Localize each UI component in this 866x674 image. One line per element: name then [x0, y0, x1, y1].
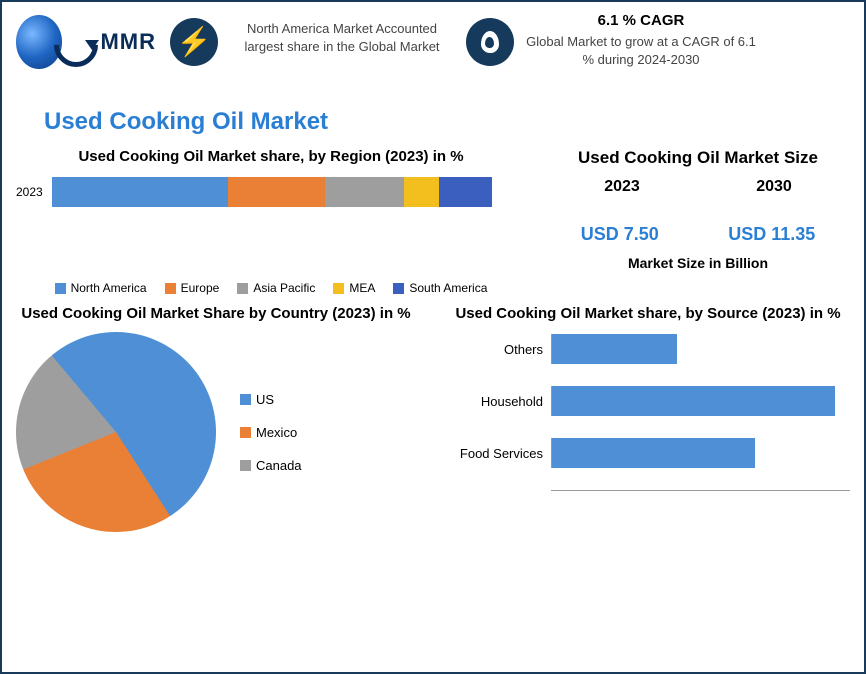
logo: MMR — [16, 12, 156, 72]
legend-item: Mexico — [240, 425, 302, 440]
arrow-icon — [85, 40, 99, 50]
hbar-track — [551, 334, 850, 364]
stacked-bar-wrap: 2023 — [16, 173, 526, 243]
hbar-label: Household — [446, 394, 551, 409]
hbar-row: Others — [446, 334, 850, 364]
hbar-label: Others — [446, 342, 551, 357]
fact-north-america: North America Market Accounted largest s… — [232, 20, 452, 55]
legend-label: US — [256, 392, 274, 407]
legend-swatch — [333, 283, 344, 294]
legend-item: US — [240, 392, 302, 407]
source-chart-panel: Used Cooking Oil Market share, by Source… — [446, 305, 850, 532]
hbar-track — [551, 386, 850, 416]
logo-text: MMR — [100, 29, 156, 55]
legend-swatch — [55, 283, 66, 294]
hbar-fill — [552, 386, 835, 416]
region-seg-europe — [228, 177, 325, 207]
source-chart-title: Used Cooking Oil Market share, by Source… — [446, 305, 850, 322]
legend-swatch — [240, 427, 251, 438]
size-val-a: USD 7.50 — [581, 224, 659, 245]
main-title: Used Cooking Oil Market — [44, 108, 850, 136]
legend-swatch — [237, 283, 248, 294]
legend-item: Asia Pacific — [237, 281, 315, 295]
legend-item: MEA — [333, 281, 375, 295]
hbar-fill — [552, 438, 755, 468]
country-pie-title: Used Cooking Oil Market Share by Country… — [16, 305, 416, 322]
size-panel: Used Cooking Oil Market Size 2023 2030 U… — [546, 148, 850, 295]
pie-wrap: US Mexico Canada — [16, 332, 416, 532]
hbar-label: Food Services — [446, 446, 551, 461]
country-pie-legend: US Mexico Canada — [240, 392, 302, 473]
region-seg-north-america — [52, 177, 228, 207]
legend-swatch — [393, 283, 404, 294]
legend-item: Europe — [165, 281, 220, 295]
flame-icon — [481, 31, 499, 53]
fact-cagr: Global Market to grow at a CAGR of 6.1 %… — [526, 33, 756, 68]
region-seg-mea — [404, 177, 439, 207]
hbar-row: Food Services — [446, 438, 850, 468]
size-values: USD 7.50 USD 11.35 — [546, 224, 850, 245]
region-seg-south-america — [439, 177, 492, 207]
bottom-row: Used Cooking Oil Market Share by Country… — [16, 305, 850, 532]
country-pie-panel: Used Cooking Oil Market Share by Country… — [16, 305, 416, 532]
cagr-headline: 6.1 % CAGR — [526, 12, 756, 29]
source-axis — [551, 490, 850, 491]
legend-swatch — [240, 394, 251, 405]
source-hbar-chart: Others Household Food Services — [446, 334, 850, 468]
legend-label: Mexico — [256, 425, 297, 440]
hbar-row: Household — [446, 386, 850, 416]
legend-label: South America — [409, 281, 487, 295]
legend-label: Canada — [256, 458, 302, 473]
bolt-icon: ⚡ — [177, 28, 212, 56]
header-row: MMR ⚡ North America Market Accounted lar… — [16, 12, 850, 102]
region-seg-asia-pacific — [325, 177, 404, 207]
legend-item: South America — [393, 281, 487, 295]
size-year-b: 2030 — [756, 178, 792, 196]
region-legend: North America Europe Asia Pacific MEA South … — [16, 281, 526, 295]
region-chart-title: Used Cooking Oil Market share, by Region… — [16, 148, 526, 165]
globe-icon — [16, 15, 62, 69]
hbar-fill — [552, 334, 677, 364]
cagr-column: 6.1 % CAGR Global Market to grow at a CA… — [526, 12, 756, 68]
region-chart: Used Cooking Oil Market share, by Region… — [16, 148, 526, 295]
size-subtitle: Market Size in Billion — [546, 255, 850, 271]
legend-item: Canada — [240, 458, 302, 473]
hbar-track — [551, 438, 850, 468]
legend-label: North America — [71, 281, 147, 295]
legend-label: Asia Pacific — [253, 281, 315, 295]
size-title: Used Cooking Oil Market Size — [546, 148, 850, 168]
mid-row: Used Cooking Oil Market share, by Region… — [16, 148, 850, 295]
stacked-bar — [52, 177, 492, 207]
fact-cagr-wrap: 6.1 % CAGR Global Market to grow at a CA… — [466, 12, 850, 68]
country-pie — [16, 332, 216, 532]
legend-label: Europe — [181, 281, 220, 295]
region-year-label: 2023 — [16, 185, 43, 199]
size-year-a: 2023 — [604, 178, 640, 196]
legend-label: MEA — [349, 281, 375, 295]
legend-item: North America — [55, 281, 147, 295]
legend-swatch — [240, 460, 251, 471]
size-val-b: USD 11.35 — [728, 224, 815, 245]
size-years: 2023 2030 — [546, 178, 850, 196]
legend-swatch — [165, 283, 176, 294]
flame-badge — [466, 18, 514, 66]
bolt-badge: ⚡ — [170, 18, 218, 66]
